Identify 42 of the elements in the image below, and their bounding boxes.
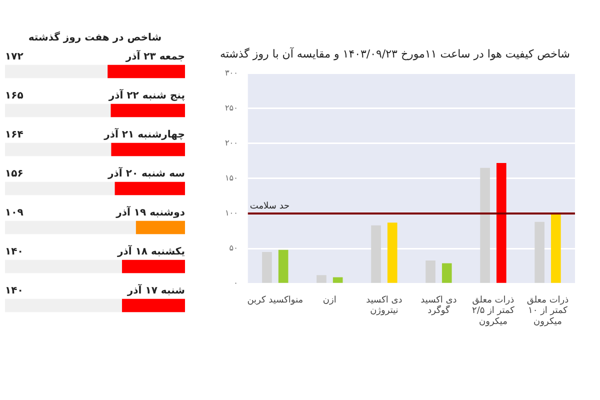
y-tick-label: سه شنبه ۲۰ آذر bbox=[107, 166, 186, 180]
x-tick-label: منواکسید کربن bbox=[247, 295, 304, 306]
y-tick-label: ۱۵۰ bbox=[225, 173, 238, 182]
data-label: ۱۶۴ bbox=[5, 129, 24, 140]
bar bbox=[278, 250, 288, 283]
bar bbox=[442, 263, 452, 283]
bar bbox=[371, 225, 381, 283]
bar bbox=[534, 222, 544, 283]
bar bbox=[316, 275, 326, 283]
data-label: ۱۴۰ bbox=[5, 246, 24, 258]
y-tick-label: یکشنبه ۱۸ آذر bbox=[116, 244, 186, 258]
bar bbox=[480, 168, 490, 283]
y-tick-label: ۲۵۰ bbox=[225, 103, 238, 112]
y-tick-label: دوشنبه ۱۹ آذر bbox=[115, 205, 185, 218]
bar bbox=[426, 260, 436, 283]
ref-line-label: حد سلامت bbox=[250, 201, 290, 212]
bar bbox=[387, 222, 398, 283]
bar bbox=[496, 162, 506, 283]
chart-title: شاخص کیفیت هوا در ساعت ۱۱مورخ ۱۴۰۳/۰۹/۲۳ و مقایسه آن با روز گذشته bbox=[220, 46, 570, 60]
chart-title: شاخص در هفت روز گذشته bbox=[28, 30, 162, 44]
y-tick-label: ۵۰ bbox=[229, 244, 238, 253]
y-tick-label: ۰ bbox=[234, 278, 238, 288]
bar bbox=[332, 277, 343, 283]
x-tick-label: دی اکسید نیتروژن bbox=[366, 295, 402, 316]
data-label: ۱۵۶ bbox=[5, 168, 24, 180]
x-tick-label: ذرات معلق کمتر از ۱۰ میکرون bbox=[526, 295, 569, 327]
y-tick-label: ۳۰۰ bbox=[225, 68, 238, 78]
bar bbox=[551, 214, 561, 283]
data-label: ۱۴۰ bbox=[5, 285, 24, 296]
x-tick-label: ازن bbox=[322, 295, 336, 306]
y-tick-label: ۲۰۰ bbox=[225, 138, 238, 148]
y-tick-label: شنبه ۱۷ آذر bbox=[126, 283, 186, 296]
x-tick-label: دی اکسید گوگرد bbox=[420, 295, 457, 316]
data-label: ۱۶۵ bbox=[5, 90, 24, 102]
x-tick-label: ذرات معلق کمتر از ۲/۵ میکرون bbox=[472, 295, 516, 327]
data-label: ۱۰۹ bbox=[5, 207, 24, 218]
y-tick-label: جمعه ۲۳ آذر bbox=[124, 49, 185, 62]
y-tick-label: ۱۰۰ bbox=[225, 208, 238, 218]
y-tick-label: چهارشنبه ۲۱ آذر bbox=[103, 127, 185, 140]
data-label: ۱۷۲ bbox=[5, 51, 24, 62]
bar bbox=[262, 252, 272, 283]
y-tick-label: پنج شنبه ۲۲ آذر bbox=[108, 88, 186, 102]
